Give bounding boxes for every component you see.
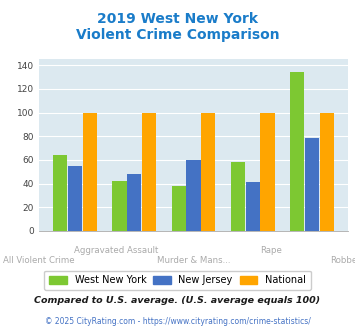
Text: Compared to U.S. average. (U.S. average equals 100): Compared to U.S. average. (U.S. average … <box>34 296 321 305</box>
Bar <box>186 160 201 231</box>
Bar <box>231 162 245 231</box>
Text: Rape: Rape <box>260 246 282 255</box>
Bar <box>68 166 82 231</box>
Text: Robbery: Robbery <box>330 256 355 265</box>
Bar <box>261 113 275 231</box>
Bar <box>290 72 304 231</box>
Text: © 2025 CityRating.com - https://www.cityrating.com/crime-statistics/: © 2025 CityRating.com - https://www.city… <box>45 317 310 326</box>
Bar <box>127 174 141 231</box>
Text: All Violent Crime: All Violent Crime <box>3 256 75 265</box>
Text: 2019 West New York: 2019 West New York <box>97 12 258 25</box>
Bar <box>246 182 260 231</box>
Bar <box>112 181 126 231</box>
Text: Violent Crime Comparison: Violent Crime Comparison <box>76 28 279 42</box>
Bar <box>171 186 186 231</box>
Bar <box>320 113 334 231</box>
Bar <box>305 138 319 231</box>
Bar <box>83 113 97 231</box>
Text: Aggravated Assault: Aggravated Assault <box>74 246 158 255</box>
Bar <box>201 113 215 231</box>
Text: Murder & Mans...: Murder & Mans... <box>157 256 230 265</box>
Bar <box>53 155 67 231</box>
Bar <box>142 113 156 231</box>
Legend: West New York, New Jersey, National: West New York, New Jersey, National <box>44 271 311 290</box>
